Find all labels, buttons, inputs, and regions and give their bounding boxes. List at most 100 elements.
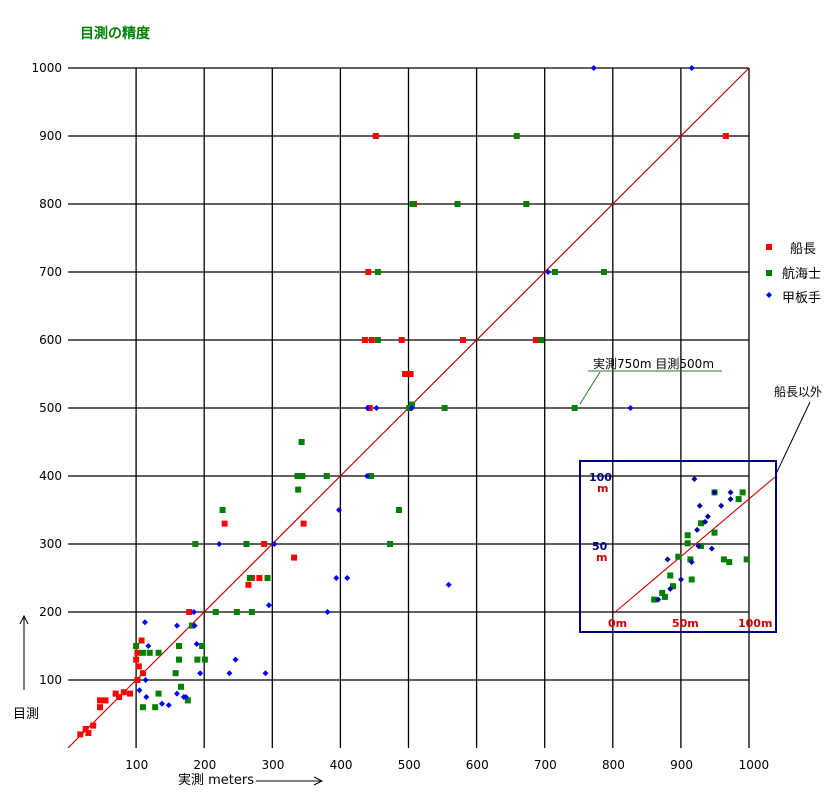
data-point-series-2 (262, 670, 269, 677)
data-point-series-0 (134, 677, 141, 683)
inset-x-tick-0: 0m (608, 617, 627, 630)
data-point-series-1 (243, 541, 250, 547)
data-point-series-2 (226, 670, 233, 677)
data-point-series-1 (199, 643, 206, 649)
inset-y-tick-50: 50 (592, 540, 608, 553)
inset-point-series-0 (651, 596, 658, 603)
data-point-series-2 (145, 643, 152, 649)
data-point-series-0 (407, 371, 414, 377)
inset-point-series-1 (711, 489, 718, 496)
annotation-non-captain: 船長以外 (774, 385, 822, 399)
data-point-series-1 (374, 269, 381, 275)
legend-marker-captain (766, 244, 772, 250)
data-point-series-2 (141, 619, 148, 626)
data-point-series-0 (368, 337, 375, 343)
data-point-series-0 (372, 133, 379, 139)
y-tick-label: 500 (39, 401, 62, 415)
y-tick-label: 1000 (31, 61, 62, 75)
inset-point-series-1 (678, 576, 684, 583)
inset-point-series-0 (688, 576, 695, 583)
data-point-series-0 (120, 689, 127, 696)
data-point-series-2 (265, 602, 272, 609)
data-point-series-1 (155, 649, 162, 656)
data-point-series-1 (248, 609, 255, 615)
y-axis-arrow-head (19, 614, 29, 625)
inset-point-series-0 (659, 589, 666, 596)
inset-diagonal (613, 476, 776, 614)
legend-label-deckhand: 甲板手 (782, 291, 821, 306)
inset-x-tick-100: 100m (738, 617, 772, 630)
data-point-series-1 (212, 609, 219, 615)
inset-point-series-0 (661, 593, 668, 600)
x-tick-label: 200 (193, 758, 216, 772)
data-point-series-1 (192, 541, 199, 547)
data-point-series-1 (323, 473, 330, 479)
data-point-series-2 (197, 670, 204, 677)
data-point-series-1 (155, 690, 162, 697)
data-point-series-0 (245, 581, 252, 588)
x-tick-label: 900 (670, 758, 693, 772)
inset-point-series-1 (704, 513, 711, 520)
data-point-series-2 (165, 702, 172, 709)
data-point-series-2 (344, 575, 351, 581)
data-point-series-1 (374, 337, 381, 343)
inset-x-tick-50: 50m (672, 617, 699, 630)
inset-point-series-1 (664, 556, 671, 563)
data-point-series-0 (365, 269, 372, 275)
data-point-series-1 (551, 269, 558, 275)
data-point-series-0 (116, 694, 123, 700)
data-point-series-1 (201, 656, 208, 663)
inset-point-series-1 (696, 502, 703, 509)
annotation-leader-line (579, 371, 601, 405)
data-point-series-1 (299, 473, 306, 479)
data-point-series-1 (172, 670, 179, 677)
data-point-series-1 (294, 473, 301, 479)
annotation-non-captain-leader (775, 401, 811, 475)
inset-point-series-1 (667, 585, 674, 592)
inset-point-series-1 (718, 502, 725, 509)
data-point-series-0 (300, 520, 307, 527)
axis-ticks: 100 200 300 400 500 600 700 800 900 1000 100 200 300… (31, 61, 769, 772)
inset-y-tick-100: 100 (589, 471, 612, 484)
data-point-series-1 (264, 575, 271, 581)
data-point-series-0 (398, 337, 405, 343)
data-point-series-1 (146, 649, 153, 656)
data-point-series-2 (182, 694, 189, 700)
data-point-series-0 (102, 697, 109, 704)
data-point-series-1 (454, 201, 461, 207)
data-point-series-1 (139, 704, 146, 711)
data-point-series-0 (261, 541, 268, 547)
inset-y-tick-100-unit: m (597, 482, 608, 495)
inset-y-tick-50-unit: m (596, 551, 607, 564)
inset-point-series-1 (694, 526, 701, 533)
data-point-series-2 (232, 656, 239, 663)
data-point-series-0 (85, 730, 92, 737)
data-point-series-0 (139, 670, 146, 677)
data-point-series-2 (271, 541, 278, 547)
data-point-series-0 (361, 337, 368, 343)
data-point-series-1 (176, 643, 183, 649)
x-tick-label: 100 (125, 758, 148, 772)
data-point-series-1 (178, 683, 185, 690)
inset-point-series-1 (655, 596, 662, 603)
data-point-series-0 (138, 637, 145, 644)
data-point-series-0 (722, 133, 729, 139)
data-point-series-0 (135, 663, 142, 670)
x-axis-label: 実測 meters (178, 772, 254, 788)
grid-lines (68, 67, 750, 748)
data-point-series-1 (184, 697, 191, 704)
data-point-series-0 (256, 575, 263, 581)
data-point-series-1 (441, 405, 448, 411)
data-point-series-2 (545, 269, 552, 275)
y-axis-label: 目測 (13, 707, 39, 722)
data-point-series-2 (216, 541, 223, 547)
inset-point-series-0 (720, 556, 727, 563)
data-point-series-1 (523, 201, 530, 207)
data-point-series-0 (77, 731, 84, 738)
data-point-series-2 (193, 640, 200, 647)
y-tick-label: 900 (39, 129, 62, 143)
data-point-series-2 (173, 622, 180, 629)
data-point-series-1 (368, 473, 375, 479)
data-point-series-2 (688, 65, 695, 71)
